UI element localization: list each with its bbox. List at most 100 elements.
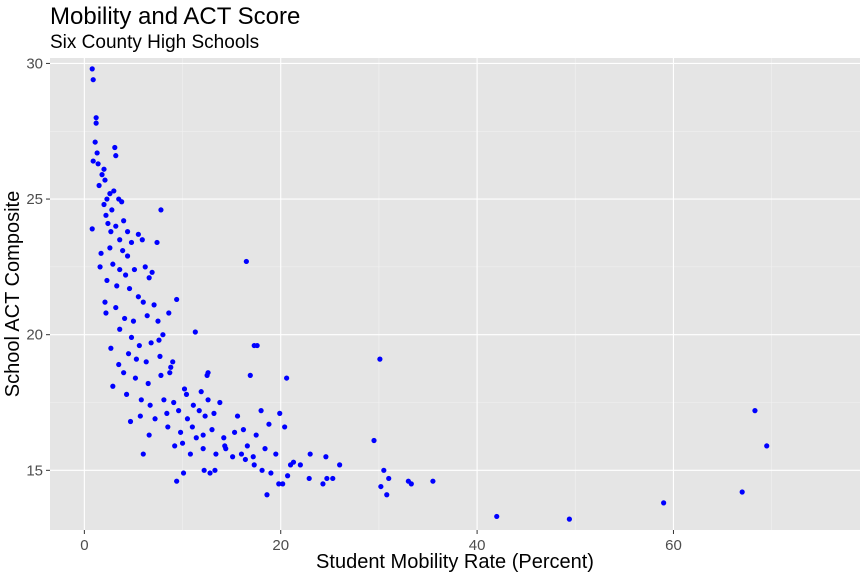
data-point <box>323 454 329 460</box>
data-point <box>123 391 130 397</box>
data-point <box>284 375 290 381</box>
data-point <box>494 513 500 520</box>
data-point <box>99 172 105 178</box>
data-point <box>95 161 101 167</box>
data-point <box>113 304 119 311</box>
data-point <box>108 345 114 351</box>
data-point <box>157 353 163 359</box>
data-point <box>234 413 241 419</box>
data-points <box>89 66 770 522</box>
data-point <box>297 462 303 468</box>
data-point <box>110 261 116 267</box>
data-point <box>160 332 166 338</box>
data-point <box>273 451 279 457</box>
data-point <box>277 410 283 416</box>
x-tick-label: 40 <box>469 537 486 554</box>
data-point <box>102 177 108 183</box>
y-axis-title: School ACT Composite <box>2 191 24 397</box>
x-axis-title: Student Mobility Rate (Percent) <box>316 551 594 573</box>
data-point <box>104 196 110 202</box>
data-point <box>251 462 257 468</box>
data-point <box>430 478 436 484</box>
data-point <box>164 410 170 416</box>
data-point <box>121 370 127 376</box>
data-point <box>244 443 250 449</box>
data-point <box>320 481 326 487</box>
data-point <box>189 424 195 430</box>
chart-title: Mobility and ACT Score <box>50 3 300 30</box>
data-point <box>96 182 102 189</box>
data-point <box>168 364 174 370</box>
data-point <box>119 199 125 205</box>
data-point <box>181 386 188 392</box>
data-point <box>130 318 137 324</box>
x-axis-ticks: 0 20 40 60 <box>80 530 682 554</box>
data-point <box>158 207 164 213</box>
data-point <box>108 229 114 235</box>
data-point <box>122 315 128 322</box>
data-point <box>238 451 245 457</box>
data-point <box>135 231 141 237</box>
data-point <box>90 158 96 164</box>
data-point <box>209 427 215 433</box>
data-point <box>172 443 178 449</box>
data-point <box>661 500 667 506</box>
data-point <box>190 402 196 408</box>
data-point <box>138 397 144 403</box>
y-tick-label: 20 <box>26 327 43 344</box>
data-point <box>140 299 146 305</box>
y-tick-label: 25 <box>26 191 43 208</box>
data-point <box>174 478 180 484</box>
data-point <box>165 424 171 430</box>
data-point <box>200 446 206 452</box>
data-point <box>285 473 291 479</box>
data-point <box>166 310 172 316</box>
data-point <box>205 397 211 403</box>
data-point <box>113 153 119 159</box>
plot-panel <box>50 58 860 530</box>
data-point <box>149 269 155 275</box>
data-point <box>126 285 133 292</box>
data-point <box>132 375 139 381</box>
data-point <box>136 342 142 349</box>
data-point <box>124 253 131 259</box>
data-point <box>112 144 118 151</box>
data-point <box>155 318 161 324</box>
data-point <box>213 451 219 457</box>
data-point <box>378 483 384 490</box>
data-point <box>262 446 268 452</box>
data-point <box>146 432 152 438</box>
data-point <box>102 299 108 305</box>
minor-gridlines <box>50 58 860 530</box>
data-point <box>254 342 260 349</box>
data-point <box>243 258 249 265</box>
data-point <box>158 372 164 378</box>
data-point <box>184 416 191 422</box>
data-point <box>125 351 132 357</box>
x-tick-label: 0 <box>80 537 88 554</box>
data-point <box>120 247 126 254</box>
data-point <box>97 264 103 270</box>
data-point <box>98 250 104 256</box>
data-point <box>207 470 213 476</box>
data-point <box>148 340 154 346</box>
data-point <box>337 462 343 468</box>
data-point <box>116 361 122 368</box>
data-point <box>377 356 383 362</box>
data-point <box>198 389 204 395</box>
data-point <box>242 456 248 463</box>
data-point <box>151 302 157 308</box>
data-point <box>113 223 119 229</box>
data-point <box>137 413 143 419</box>
data-point <box>103 212 109 218</box>
data-point <box>171 399 177 406</box>
data-point <box>147 402 153 408</box>
data-point <box>408 481 414 487</box>
data-point <box>282 424 288 430</box>
data-point <box>133 356 139 362</box>
data-point <box>330 475 336 482</box>
data-point <box>187 451 193 457</box>
data-point <box>202 413 208 419</box>
data-point <box>93 120 99 126</box>
data-point <box>287 462 294 468</box>
